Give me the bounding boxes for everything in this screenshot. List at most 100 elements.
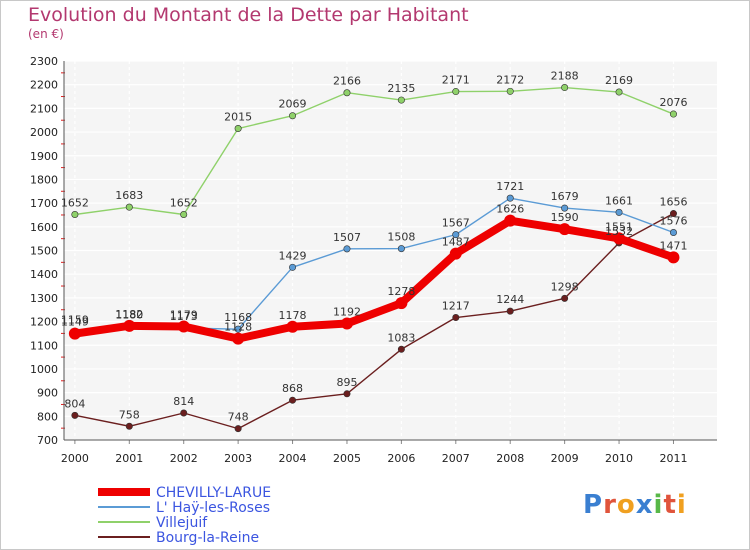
x-tick-label-2007: 2007 [442,452,470,465]
data-label-3-2011: 1656 [659,196,687,209]
data-label-0-2004: 1178 [279,309,307,322]
y-tick-label-1700: 1700 [30,197,58,210]
data-label-3-2009: 1298 [551,280,579,293]
y-tick-label-800: 800 [37,410,58,423]
y-tick-label-2000: 2000 [30,126,58,139]
data-label-0-2007: 1487 [442,236,470,249]
data-point-1-2004 [289,263,297,271]
y-tick-label-900: 900 [37,387,58,400]
data-point-0-2002 [177,320,190,333]
data-point-1-2010 [615,208,623,216]
x-tick-label-2001: 2001 [115,452,143,465]
data-label-1-2007: 1567 [442,217,470,230]
data-label-0-2003: 1128 [224,321,252,334]
data-label-1-2001: 1180 [115,308,143,321]
data-point-2-2007 [452,88,460,96]
data-label-1-2009: 1679 [551,190,579,203]
data-label-0-2002: 1179 [170,309,198,322]
data-label-0-2000: 1149 [61,316,89,329]
logo-letter: o [616,490,636,520]
data-point-2-2000 [71,210,79,218]
data-label-2-2010: 2169 [605,74,633,87]
legend-label-3: Bourg-la-Reine [156,530,259,546]
proxiti-logo: Proxiti [583,490,687,520]
data-point-2-2006 [397,96,405,104]
data-point-3-2001 [125,422,133,430]
y-tick-label-2100: 2100 [30,102,58,115]
data-point-0-2004 [286,320,299,333]
x-tick-label-2003: 2003 [224,452,252,465]
data-label-1-2006: 1508 [387,231,415,244]
data-label-0-2011: 1471 [659,239,687,252]
data-point-0-2000 [68,327,81,340]
data-point-0-2005 [340,317,353,330]
data-label-0-2009: 1590 [551,211,579,224]
data-label-0-2008: 1626 [496,203,524,216]
y-tick-label-1300: 1300 [30,292,58,305]
logo-letter: P [583,490,604,520]
data-point-1-2009 [561,204,569,212]
data-point-0-2009 [558,223,571,236]
data-point-3-2003 [234,425,242,433]
data-point-0-2010 [613,232,626,245]
x-tick-label-2010: 2010 [605,452,633,465]
y-tick-label-1200: 1200 [30,316,58,329]
data-point-3-2004 [289,396,297,404]
legend-label-0: CHEVILLY-LARUE [156,485,271,501]
data-point-2-2004 [289,112,297,120]
data-point-2-2009 [561,84,569,92]
data-point-1-2008 [506,194,514,202]
data-label-3-2002: 814 [173,395,194,408]
data-point-1-2007 [452,231,460,239]
y-tick-label-1500: 1500 [30,245,58,258]
data-label-2-2005: 2166 [333,75,361,88]
x-tick-label-2000: 2000 [61,452,89,465]
data-label-3-2007: 1217 [442,300,470,313]
series-line-2 [74,86,675,216]
data-label-3-2004: 868 [282,382,303,395]
data-label-1-2011: 1576 [659,214,687,227]
data-point-1-2006 [397,245,405,253]
logo-letter: t [663,490,677,520]
x-tick-label-2005: 2005 [333,452,361,465]
data-label-0-2006: 1278 [387,285,415,298]
data-point-0-2006 [395,297,408,310]
data-label-2-2001: 1683 [115,189,143,202]
data-point-1-2011 [669,228,677,236]
x-tick-label-2009: 2009 [551,452,579,465]
data-label-3-2008: 1244 [496,293,524,306]
data-point-3-2006 [397,345,405,353]
data-point-2-2011 [669,110,677,118]
data-label-1-2010: 1661 [605,194,633,207]
data-point-3-2007 [452,314,460,322]
data-label-3-2003: 748 [228,411,249,424]
chart-title: Evolution du Montant de la Dette par Hab… [28,4,469,26]
y-tick-label-1400: 1400 [30,268,58,281]
y-tick-label-1800: 1800 [30,173,58,186]
y-tick-label-1000: 1000 [30,363,58,376]
x-tick-label-2011: 2011 [659,452,687,465]
data-point-0-2008 [504,214,517,227]
data-point-2-2005 [343,89,351,97]
logo-letter: x [635,490,654,520]
chart-subtitle: (en €) [28,27,64,41]
data-point-2-2002 [180,210,188,218]
data-label-1-2008: 1721 [496,180,524,193]
x-tick-label-2004: 2004 [279,452,307,465]
y-tick-label-700: 700 [37,434,58,447]
data-point-3-2011 [669,210,677,218]
data-label-0-2001: 1182 [115,308,143,321]
series-line-3 [74,212,675,430]
data-label-3-2006: 1083 [387,331,415,344]
data-label-3-2000: 804 [64,397,85,410]
data-point-3-2009 [561,294,569,302]
data-point-2-2003 [234,125,242,133]
data-label-0-2005: 1192 [333,305,361,318]
data-label-1-2000: 1159 [61,313,89,326]
data-point-0-2007 [449,247,462,260]
series-line-0 [70,216,678,343]
y-tick-label-1100: 1100 [30,339,58,352]
y-tick-label-1900: 1900 [30,150,58,163]
data-point-3-2005 [343,390,351,398]
y-tick-label-2200: 2200 [30,79,58,92]
